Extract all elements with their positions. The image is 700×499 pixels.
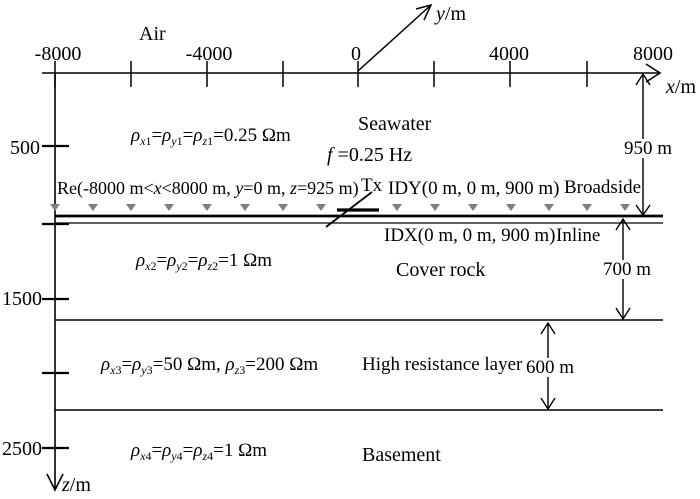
cover-rock-layer-label: Cover rock: [396, 259, 486, 281]
z-axis-arrowhead-icon: [46, 473, 64, 492]
broadside-label: Broadside: [564, 177, 642, 198]
receiver-line-label: Re(-8000 m<x<8000 m, y=0 m, z=925 m): [57, 178, 359, 198]
x-tick-label: -8000: [34, 43, 82, 65]
receiver-down-triangle-icon: [202, 204, 212, 211]
x-axis-label: x/m: [666, 76, 697, 98]
receiver-down-triangle-icon: [240, 204, 250, 211]
receiver-down-triangle-icon: [50, 204, 60, 211]
cover-rock-thickness-value: 700 m: [599, 260, 655, 279]
high-resistance-resistivity-label: ρx3=ρy3=50 Ωm, ρz3=200 Ωm: [101, 354, 319, 377]
y-axis-arrowhead-icon: [415, 3, 433, 21]
y-axis-label: y/m: [436, 3, 467, 25]
x-axis-arrowhead-icon: [645, 63, 662, 83]
receiver-down-triangle-icon: [316, 204, 326, 211]
x-tick-label: -4000: [185, 43, 233, 65]
receiver-down-triangle-icon: [620, 204, 630, 211]
seawater-resistivity-label: ρx1=ρy1=ρz1=0.25 Ωm: [131, 125, 291, 148]
basement-resistivity-label: ρx4=ρy4=ρz4=1 Ωm: [131, 440, 268, 463]
receiver-down-triangle-icon: [582, 204, 592, 211]
z-tick-label: 1500: [2, 288, 42, 310]
y-axis-line: [357, 4, 432, 72]
receiver-down-triangle-icon: [544, 204, 554, 211]
receiver-down-triangle-icon: [468, 204, 478, 211]
receiver-down-triangle-icon: [430, 204, 440, 211]
z-tick-label: 500: [10, 137, 40, 159]
idx-source-label: IDX(0 m, 0 m, 900 m): [384, 225, 556, 246]
tx-label: Tx: [361, 175, 383, 196]
receiver-down-triangle-icon: [506, 204, 516, 211]
high-resistance-layer-label: High resistance layer: [362, 354, 523, 375]
seawater-depth-value: 950 m: [620, 139, 676, 158]
x-tick-label: 4000: [489, 43, 529, 65]
frequency-label: f =0.25 Hz: [327, 144, 413, 166]
receiver-down-triangle-icon: [164, 204, 174, 211]
seawater-layer-label: Seawater: [358, 113, 432, 135]
basement-layer-label: Basement: [362, 444, 441, 466]
air-layer-label: Air: [139, 23, 166, 45]
receiver-down-triangle-icon: [126, 204, 136, 211]
idy-source-label: IDY(0 m, 0 m, 900 m): [388, 178, 560, 199]
receiver-down-triangle-icon: [88, 204, 98, 211]
z-tick-label: 2500: [2, 438, 42, 460]
receiver-down-triangle-icon: [392, 204, 402, 211]
x-axis-ticks: [54, 61, 588, 87]
x-tick-label: 0: [351, 43, 361, 65]
receiver-down-triangle-icon: [278, 204, 288, 211]
tx-dipole-icon: [325, 191, 379, 228]
x-tick-label: 8000: [633, 43, 673, 65]
z-axis-label: z/m: [62, 474, 91, 496]
high-resistance-thickness-value: 600 m: [522, 358, 578, 377]
cover-rock-resistivity-label: ρx2=ρy2=ρz2=1 Ωm: [136, 250, 273, 273]
receiver-array: [50, 204, 630, 211]
inline-label: Inline: [556, 225, 601, 246]
z-axis-ticks: [42, 144, 69, 450]
